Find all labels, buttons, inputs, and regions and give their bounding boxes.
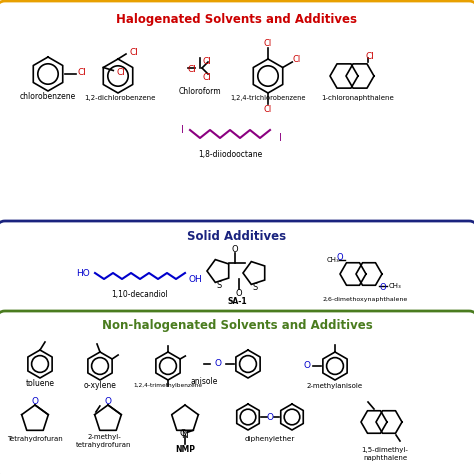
Text: O: O [31, 398, 38, 407]
Text: O: O [215, 359, 221, 368]
Text: Solid Additives: Solid Additives [187, 229, 287, 243]
Text: 1,10-decandiol: 1,10-decandiol [111, 290, 168, 299]
FancyBboxPatch shape [0, 221, 474, 322]
Text: O: O [104, 398, 111, 407]
Text: toluene: toluene [26, 380, 55, 389]
Text: Cl: Cl [292, 55, 301, 64]
Text: OH: OH [188, 274, 202, 283]
Text: Halogenated Solvents and Additives: Halogenated Solvents and Additives [117, 12, 357, 26]
Text: SA-1: SA-1 [227, 297, 247, 306]
Text: 2-methyl-: 2-methyl- [87, 434, 121, 440]
Text: anisole: anisole [191, 377, 218, 386]
Text: O: O [303, 362, 310, 371]
Text: Cl: Cl [264, 38, 272, 47]
Text: Cl: Cl [129, 47, 138, 56]
Text: CH₃: CH₃ [389, 283, 401, 289]
Text: O: O [380, 283, 386, 292]
Text: Cl: Cl [202, 56, 211, 65]
Text: Cl: Cl [202, 73, 211, 82]
FancyBboxPatch shape [0, 1, 474, 232]
Text: Cl: Cl [188, 64, 196, 73]
Text: 1,2,4-trimethylbenzene: 1,2,4-trimethylbenzene [134, 383, 202, 389]
FancyBboxPatch shape [0, 311, 474, 474]
Text: 1,5-dimethyl-: 1,5-dimethyl- [362, 447, 409, 453]
Text: 2-methylanisole: 2-methylanisole [307, 383, 363, 389]
Text: Cl: Cl [117, 68, 126, 77]
Text: Chloroform: Chloroform [179, 86, 221, 95]
Text: O: O [337, 254, 343, 263]
Text: S: S [216, 282, 222, 291]
Text: diphenylether: diphenylether [245, 436, 295, 442]
Text: NMP: NMP [175, 445, 195, 454]
Text: 1,2-dichlorobenzene: 1,2-dichlorobenzene [84, 95, 155, 101]
Text: O: O [266, 412, 273, 421]
Text: tetrahydrofuran: tetrahydrofuran [76, 442, 132, 448]
Text: Tetrahydrofuran: Tetrahydrofuran [7, 436, 63, 442]
Text: chlorobenzene: chlorobenzene [20, 91, 76, 100]
Text: I: I [279, 133, 282, 143]
Text: 2,6-dimethoxynaphthalene: 2,6-dimethoxynaphthalene [322, 297, 408, 301]
Text: Cl: Cl [78, 67, 86, 76]
Text: 1,8-diiodooctane: 1,8-diiodooctane [198, 149, 262, 158]
Text: Non-halogenated Solvents and Additives: Non-halogenated Solvents and Additives [101, 319, 373, 332]
Text: O: O [236, 289, 242, 298]
Text: CH₃: CH₃ [327, 257, 339, 263]
Text: O: O [232, 245, 238, 254]
Text: naphthalene: naphthalene [363, 455, 407, 461]
Text: o-xylene: o-xylene [83, 382, 117, 391]
Text: N: N [182, 431, 188, 440]
Text: I: I [181, 125, 183, 135]
Text: Cl: Cl [365, 52, 374, 61]
Text: 1,2,4-trichlorobenzene: 1,2,4-trichlorobenzene [230, 95, 306, 101]
Text: S: S [252, 283, 258, 292]
Text: 1-chloronaphthalene: 1-chloronaphthalene [322, 95, 394, 101]
Text: O: O [180, 429, 187, 438]
Text: Cl: Cl [264, 104, 272, 113]
Text: HO: HO [76, 268, 90, 277]
